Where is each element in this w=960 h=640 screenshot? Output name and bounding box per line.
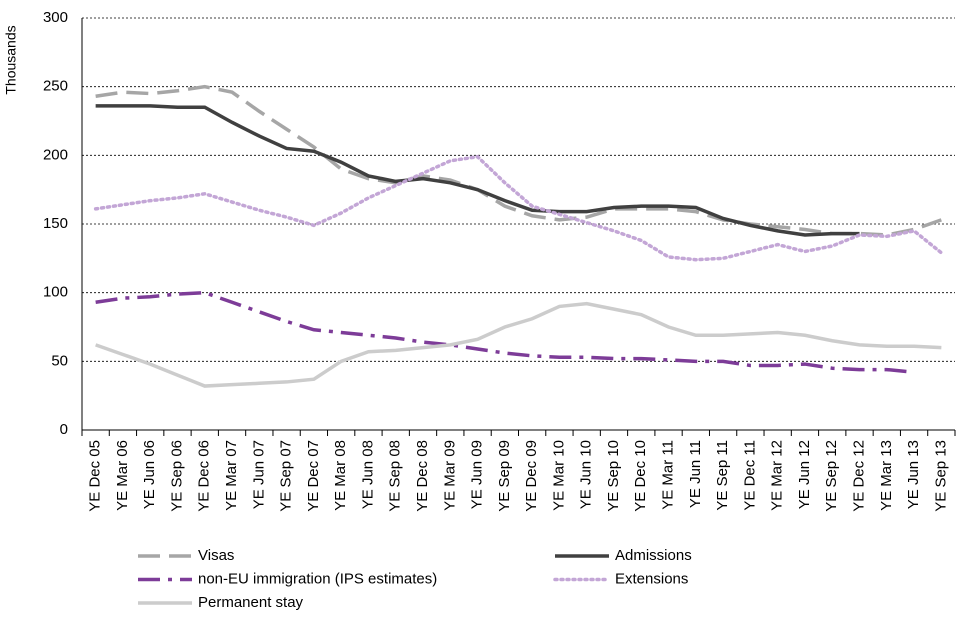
y-tick-label: 200: [43, 146, 68, 163]
legend-label: non-EU immigration (IPS estimates): [198, 570, 437, 587]
y-tick-label: 300: [43, 9, 68, 26]
x-tick-label: YE Dec 05: [87, 440, 104, 512]
x-tick-label: YE Sep 11: [714, 440, 731, 511]
x-tick-label: YE Mar 09: [441, 440, 458, 511]
x-tick-label: YE Dec 07: [305, 440, 322, 512]
x-tick-label: YE Dec 06: [196, 440, 213, 512]
series-line: [95, 290, 915, 375]
x-tick-label: YE Jun 10: [578, 440, 595, 509]
x-tick-label: YE Sep 13: [932, 440, 949, 512]
legend-label: Extensions: [615, 570, 688, 587]
x-tick-label: YE Sep 10: [605, 440, 622, 512]
x-tick-label: YE Sep 07: [278, 440, 295, 512]
x-tick-label: YE Mar 07: [223, 440, 240, 511]
x-tick-label: YE Sep 12: [823, 440, 840, 512]
y-tick-label: 0: [60, 421, 68, 438]
legend-label: Admissions: [615, 547, 692, 564]
x-tick-label: YE Mar 10: [550, 440, 567, 511]
x-tick-label: YE Jun 06: [141, 440, 158, 509]
y-tick-label: 100: [43, 284, 68, 301]
y-axis-title: Thousands: [3, 25, 19, 94]
x-tick-label: YE Jun 08: [359, 440, 376, 509]
y-tick-label: 250: [43, 78, 68, 95]
x-tick-label: YE Sep 09: [496, 440, 513, 512]
x-tick-label: YE Sep 06: [168, 440, 185, 512]
x-tick-label: YE Dec 11: [741, 440, 758, 511]
x-tick-label: YE Mar 13: [878, 440, 895, 511]
x-tick-label: YE Mar 12: [769, 440, 786, 511]
x-tick-label: YE Sep 08: [387, 440, 404, 512]
legend-label: Visas: [198, 547, 234, 564]
x-tick-label: YE Mar 08: [332, 440, 349, 511]
y-tick-label: 150: [43, 215, 68, 232]
x-tick-label: YE Dec 08: [414, 440, 431, 512]
x-tick-label: YE Dec 09: [523, 440, 540, 512]
x-tick-label: YE Jun 09: [469, 440, 486, 509]
series-line: [95, 84, 942, 237]
x-tick-label: YE Mar 06: [114, 440, 131, 511]
x-tick-label: YE Dec 12: [850, 440, 867, 512]
legend-label: Permanent stay: [198, 594, 304, 611]
y-tick-label: 50: [51, 352, 68, 369]
x-tick-label: YE Jun 07: [250, 440, 267, 509]
series-line: [93, 154, 944, 262]
x-tick-label: YE Mar 11: [660, 440, 677, 510]
series-line: [95, 301, 942, 388]
x-tick-label: YE Jun 12: [796, 440, 813, 509]
series-line: [95, 104, 860, 237]
x-tick-label: YE Dec 10: [632, 440, 649, 512]
x-tick-label: YE Jun 13: [905, 440, 922, 509]
x-tick-label: YE Jun 11: [687, 440, 704, 508]
